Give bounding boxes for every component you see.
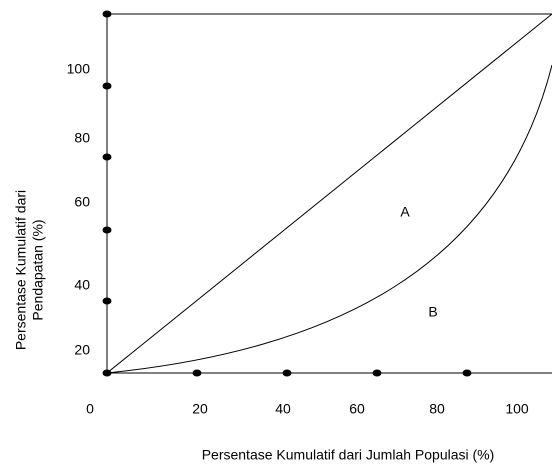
y-tick-label: 40 [74,277,90,293]
x-tick-label: 40 [275,401,291,417]
dot [192,369,202,377]
dot [102,10,112,18]
region-label: B [428,304,437,320]
region-label: A [400,204,410,220]
x-tick-label: 80 [429,401,445,417]
y-tick-label: 20 [74,342,90,358]
lorenz-curve [106,64,552,374]
x-tick-label: 20 [192,401,208,417]
dot [282,369,292,377]
y-tick-label: 100 [67,61,91,77]
dot [102,153,112,161]
x-tick-label: 100 [505,401,529,417]
dot [462,369,472,377]
y-axis-title: Pendapatan (%) [30,219,46,320]
dot [102,82,112,90]
dot [102,297,112,305]
x-axis-title: Persentase Kumulatif dari Jumlah Populas… [202,447,495,463]
y-tick-label: 60 [74,194,90,210]
equality-line [106,13,552,374]
x-tick-label: 60 [349,401,365,417]
axis-dots [102,10,472,377]
dot [102,369,112,377]
dot [372,369,382,377]
x-tick-label: 0 [86,401,94,417]
y-tick-label: 80 [74,130,90,146]
y-axis-title: Persentase Kumulatif dari [13,190,29,350]
dot [102,226,112,234]
